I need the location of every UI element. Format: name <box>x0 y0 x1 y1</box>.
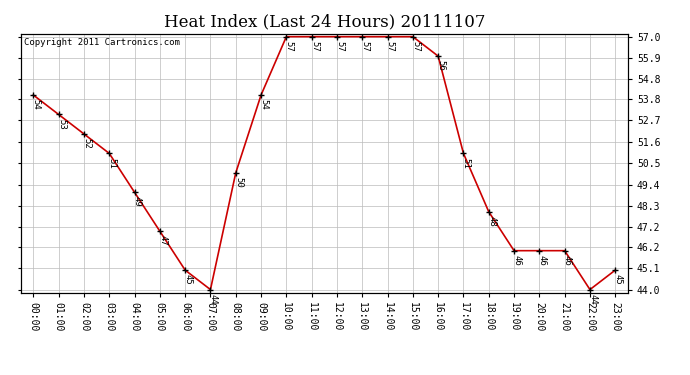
Text: 57: 57 <box>411 41 420 52</box>
Text: 54: 54 <box>259 99 268 110</box>
Text: 45: 45 <box>613 274 622 285</box>
Text: Copyright 2011 Cartronics.com: Copyright 2011 Cartronics.com <box>23 38 179 46</box>
Text: 46: 46 <box>563 255 572 266</box>
Text: 44: 44 <box>589 294 598 304</box>
Text: 56: 56 <box>437 60 446 71</box>
Text: 57: 57 <box>335 41 344 52</box>
Text: 53: 53 <box>57 118 66 129</box>
Text: 57: 57 <box>310 41 319 52</box>
Text: 50: 50 <box>234 177 243 188</box>
Text: 54: 54 <box>32 99 41 110</box>
Text: 47: 47 <box>158 236 167 246</box>
Text: 57: 57 <box>361 41 370 52</box>
Text: 49: 49 <box>133 196 142 207</box>
Text: 51: 51 <box>462 158 471 168</box>
Text: 57: 57 <box>386 41 395 52</box>
Title: Heat Index (Last 24 Hours) 20111107: Heat Index (Last 24 Hours) 20111107 <box>164 14 485 31</box>
Text: 51: 51 <box>108 158 117 168</box>
Text: 46: 46 <box>538 255 546 266</box>
Text: 45: 45 <box>184 274 193 285</box>
Text: 44: 44 <box>209 294 218 304</box>
Text: 46: 46 <box>513 255 522 266</box>
Text: 52: 52 <box>82 138 91 149</box>
Text: 57: 57 <box>285 41 294 52</box>
Text: 48: 48 <box>487 216 496 226</box>
